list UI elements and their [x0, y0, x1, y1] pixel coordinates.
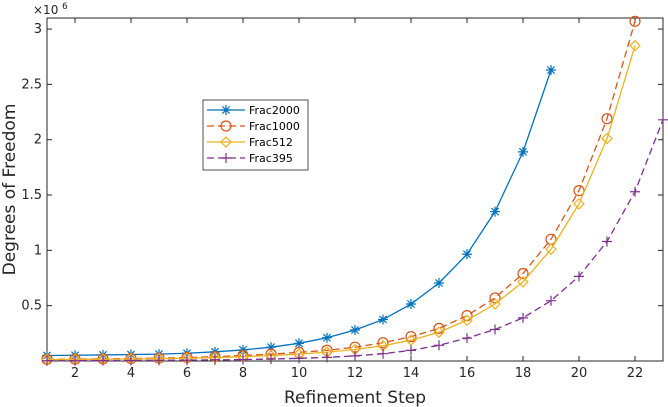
- y-tick-label: 1.5: [21, 188, 42, 203]
- data-point-frac395: [126, 355, 136, 366]
- data-point-frac2000: [434, 277, 444, 288]
- data-point-frac395: [434, 340, 444, 351]
- y-tick-label: 2: [34, 133, 42, 148]
- axes-box: [46, 17, 664, 362]
- y-tick-label: 1: [34, 243, 42, 258]
- data-point-frac1000: [489, 292, 501, 304]
- data-point-frac395: [182, 355, 192, 366]
- legend-marker-frac2000: [221, 105, 231, 115]
- data-point-frac2000: [546, 65, 556, 76]
- data-point-frac395: [322, 352, 332, 363]
- data-point-frac2000: [462, 249, 472, 260]
- data-point-frac395: [238, 354, 248, 365]
- data-point-frac395: [518, 312, 528, 323]
- legend-marker-frac512: [220, 136, 232, 148]
- data-point-frac2000: [378, 314, 388, 325]
- data-point-frac395: [602, 236, 612, 247]
- data-point-frac395: [266, 354, 276, 365]
- data-point-frac512: [517, 276, 529, 288]
- x-tick-label: 6: [183, 366, 191, 381]
- legend: Frac2000 Frac1000 Frac512 Frac395: [202, 99, 309, 171]
- data-point-frac2000: [490, 206, 500, 217]
- legend-marker-frac1000: [220, 120, 232, 132]
- data-point-frac512: [629, 39, 641, 52]
- data-point-frac512: [489, 298, 501, 310]
- y-tick-label: 3: [34, 22, 42, 37]
- series-frac395: [42, 114, 668, 366]
- data-point-frac2000: [350, 325, 360, 336]
- data-point-frac1000: [629, 15, 641, 27]
- data-point-frac512: [573, 198, 585, 210]
- data-point-frac395: [490, 324, 500, 335]
- data-point-frac395: [98, 355, 108, 366]
- series-layer: [41, 15, 668, 366]
- data-point-frac1000: [601, 113, 613, 125]
- y-axis-ticks: 0.5 1 1.5 2 2.5 3: [21, 22, 663, 314]
- data-point-frac512: [405, 334, 417, 347]
- data-point-frac1000: [405, 331, 417, 343]
- data-point-frac395: [154, 355, 164, 366]
- y-exponent-power: 6: [62, 2, 68, 12]
- legend-label-frac1000: Frac1000: [249, 120, 300, 133]
- data-point-frac2000: [322, 332, 332, 343]
- data-point-frac512: [461, 314, 473, 327]
- data-point-frac2000: [406, 299, 416, 310]
- data-point-frac1000: [433, 322, 445, 334]
- legend-marker-frac395: [221, 153, 231, 163]
- x-tick-label: 16: [459, 366, 476, 381]
- data-point-frac1000: [517, 267, 529, 280]
- x-tick-label: 14: [403, 366, 420, 381]
- data-point-frac395: [42, 355, 52, 366]
- x-axis-ticks: 2 4 6 8 10 12 14 16 18 20 22: [71, 18, 643, 381]
- y-tick-label: 2.5: [21, 77, 42, 92]
- data-point-frac395: [70, 355, 80, 366]
- x-tick-label: 10: [291, 366, 308, 381]
- x-tick-label: 20: [571, 366, 588, 381]
- y-tick-label: 0.5: [21, 299, 42, 314]
- data-point-frac512: [601, 132, 613, 145]
- data-point-frac2000: [266, 342, 276, 353]
- series-line-frac1000: [46, 21, 636, 360]
- data-point-frac395: [210, 354, 220, 365]
- data-point-frac395: [658, 114, 668, 125]
- data-point-frac395: [630, 186, 640, 197]
- legend-label-frac2000: Frac2000: [249, 104, 300, 117]
- x-axis-label: Refinement Step: [284, 388, 426, 407]
- series-line-frac512: [46, 45, 636, 361]
- x-tick-label: 2: [71, 366, 79, 381]
- legend-label-frac512: Frac512: [249, 136, 293, 149]
- data-point-frac395: [406, 345, 416, 356]
- data-point-frac512: [545, 243, 557, 256]
- data-point-frac395: [546, 295, 556, 306]
- x-tick-label: 12: [347, 366, 364, 381]
- data-point-frac1000: [377, 337, 389, 349]
- x-tick-label: 18: [515, 366, 532, 381]
- y-axis-label: Degrees of Freedom: [0, 104, 20, 276]
- data-point-frac2000: [294, 338, 304, 349]
- data-point-frac395: [378, 348, 388, 359]
- x-tick-label: 4: [127, 366, 135, 381]
- x-tick-label: 8: [239, 366, 247, 381]
- data-point-frac395: [574, 271, 584, 282]
- data-point-frac395: [462, 333, 472, 344]
- y-exponent-base: ×10: [33, 3, 58, 17]
- data-point-frac395: [294, 353, 304, 364]
- plot-area: [46, 17, 664, 362]
- data-point-frac395: [350, 350, 360, 361]
- legend-label-frac395: Frac395: [249, 152, 293, 165]
- data-point-frac512: [433, 326, 445, 339]
- data-point-frac2000: [518, 146, 528, 157]
- x-tick-label: 22: [627, 366, 644, 381]
